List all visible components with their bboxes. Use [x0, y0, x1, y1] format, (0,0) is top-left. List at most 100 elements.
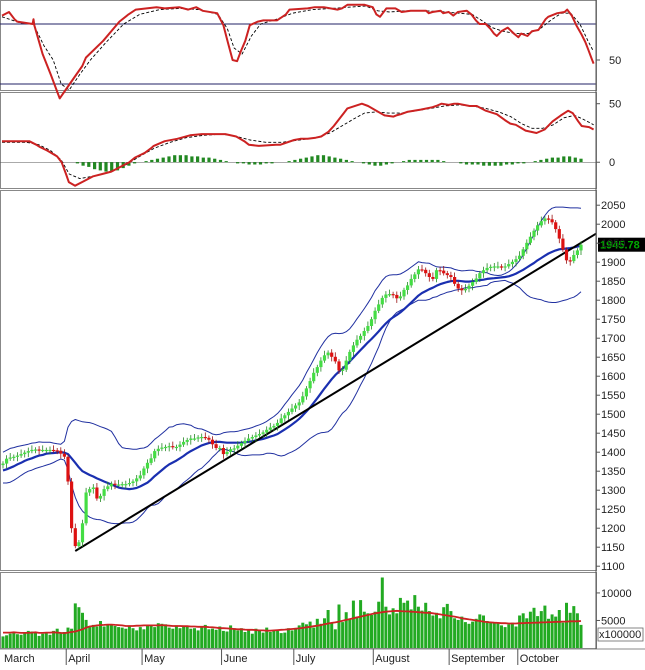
candle-body	[489, 266, 493, 268]
y-tick-label: 1350	[601, 466, 625, 478]
y-tick-label: 1600	[601, 371, 625, 383]
macd-histogram-bar	[247, 162, 251, 165]
candle-body	[561, 238, 565, 250]
candle-body	[471, 282, 475, 286]
candle-body	[200, 437, 204, 439]
candle-body	[579, 244, 583, 251]
volume-bar	[416, 606, 420, 648]
macd-histogram-bar	[150, 159, 154, 163]
macd-panel	[0, 102, 596, 187]
y-tick-label: 2000	[601, 219, 625, 231]
macd-histogram-bar	[373, 162, 377, 166]
volume-bar	[48, 634, 52, 648]
rsi-panel	[0, 3, 596, 100]
candle-body	[485, 267, 489, 271]
candle-body	[156, 448, 160, 452]
candle-body	[286, 411, 290, 416]
macd-histogram-bar	[253, 162, 257, 165]
volume-bar	[211, 628, 214, 648]
candle-body	[564, 249, 569, 261]
candle-body	[5, 458, 9, 464]
candle-body	[189, 438, 193, 440]
volume-bar	[70, 628, 74, 648]
volume-bar	[232, 628, 236, 648]
volume-bar	[185, 626, 189, 648]
y-tick-label: 10000	[601, 588, 632, 600]
candle-body	[113, 483, 117, 485]
macd-histogram-bar	[93, 162, 97, 170]
volume-bar	[261, 632, 265, 648]
volume-bar	[221, 630, 225, 648]
macd-histogram-bar	[568, 156, 572, 163]
candle-body	[406, 285, 410, 290]
candle-body	[449, 275, 453, 277]
volume-bar	[539, 611, 543, 648]
macd-histogram-bar	[482, 162, 486, 166]
volume-bar	[507, 624, 511, 648]
candle-body	[52, 449, 56, 452]
macd-histogram-bar	[287, 161, 291, 163]
volume-bar	[536, 616, 540, 648]
candle-body	[80, 523, 85, 543]
volume-bar	[138, 627, 142, 648]
candle-body	[503, 266, 507, 268]
candle-body	[424, 269, 428, 274]
candle-body	[153, 451, 157, 459]
y-tick-label: 1500	[601, 409, 625, 421]
candle-body	[322, 355, 327, 361]
candle-body	[536, 225, 540, 231]
macd-histogram-bar	[310, 156, 314, 163]
candle-body	[359, 335, 363, 340]
volume-bar	[117, 627, 121, 648]
candle-body	[351, 345, 355, 352]
volume-bar	[568, 612, 572, 648]
macd-signal-line	[2, 104, 594, 180]
macd-histogram-bar	[436, 159, 440, 163]
volume-unit-box	[597, 627, 644, 642]
candle-body	[442, 270, 446, 274]
y-tick-label: 2050	[601, 200, 625, 212]
macd-histogram-bar	[407, 159, 411, 163]
candle-body	[210, 439, 215, 445]
macd-histogram-bar	[379, 162, 383, 166]
volume-bar	[355, 616, 359, 648]
candle-body	[145, 462, 150, 469]
candle-body	[460, 288, 464, 291]
volume-bar	[109, 625, 113, 648]
macd-histogram-bar	[339, 158, 343, 163]
macd-histogram-bar	[493, 162, 497, 166]
volume-bar	[435, 612, 438, 648]
macd-histogram-bar	[470, 162, 474, 165]
bollinger-lower-band	[3, 279, 582, 525]
month-label: June	[224, 653, 248, 665]
candle-body	[532, 230, 536, 237]
candle-body	[543, 218, 547, 222]
macd-histogram-bar	[133, 162, 137, 164]
volume-bar	[445, 603, 449, 648]
volume-bar	[351, 600, 355, 648]
volume-bar	[160, 623, 164, 648]
candle-body	[19, 454, 23, 456]
macd-histogram-bar	[539, 159, 543, 163]
macd-histogram-bar	[476, 162, 480, 165]
macd-histogram-bar	[430, 159, 434, 163]
volume-bar	[341, 622, 345, 648]
macd-histogram-bar	[236, 162, 240, 164]
y-tick-label: 50	[609, 55, 621, 67]
volume-bar	[5, 635, 9, 648]
ma20-line	[2, 244, 582, 491]
candle-body	[481, 270, 486, 274]
volume-bar	[496, 623, 500, 648]
macd-histogram-bar	[402, 161, 406, 163]
macd-histogram-bar	[173, 155, 177, 163]
candle-body	[30, 449, 34, 452]
volume-bar	[391, 608, 395, 648]
volume-bar	[37, 635, 41, 648]
volume-bar	[330, 623, 334, 648]
y-tick-label: 1300	[601, 485, 625, 497]
candle-body	[247, 438, 251, 441]
candle-body	[525, 242, 529, 250]
volume-bar	[333, 629, 337, 648]
volume-bar	[239, 628, 243, 648]
macd-histogram-bar	[270, 162, 274, 164]
